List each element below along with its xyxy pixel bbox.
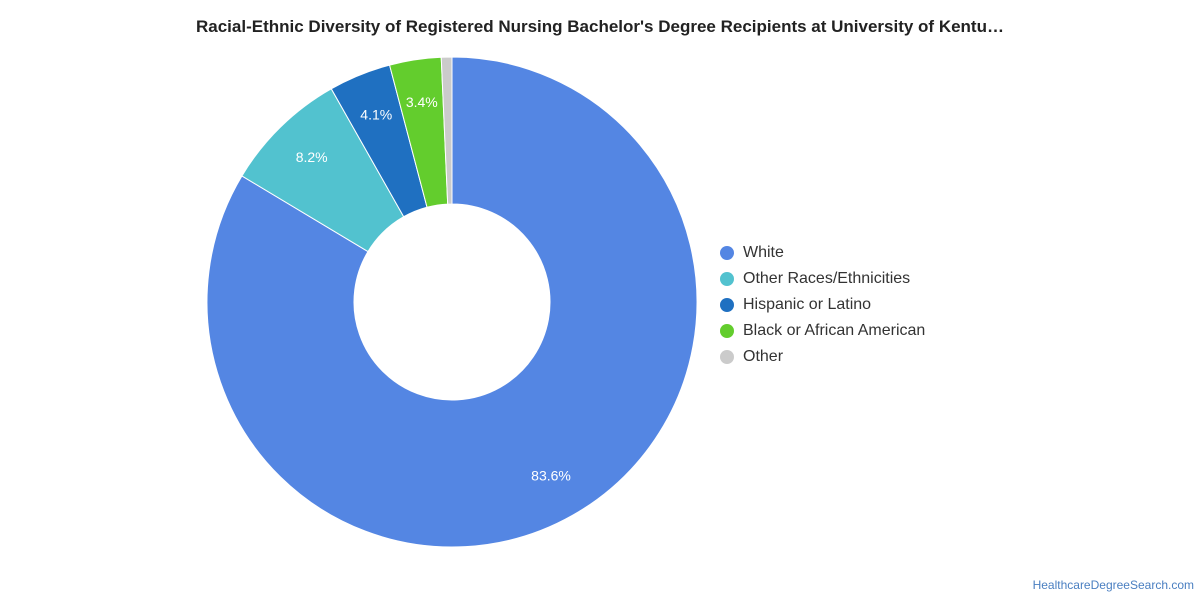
legend-swatch-icon (720, 324, 734, 338)
legend-item[interactable]: Hispanic or Latino (720, 292, 925, 318)
legend-swatch-icon (720, 350, 734, 364)
legend-swatch-icon (720, 298, 734, 312)
legend-label: White (743, 244, 784, 261)
legend-label: Black or African American (743, 322, 926, 339)
donut-slices (206, 56, 698, 548)
chart-legend: White Other Races/Ethnicities Hispanic or … (720, 240, 925, 370)
source-credit[interactable]: HealthcareDegreeSearch.com (1032, 578, 1194, 592)
slice-label: 8.2% (296, 149, 328, 165)
legend-label: Other Races/Ethnicities (743, 270, 911, 287)
slice-label: 4.1% (360, 107, 392, 123)
slice-label: 3.4% (406, 94, 438, 110)
legend-swatch-icon (720, 272, 734, 286)
legend-item[interactable]: Other Races/Ethnicities (720, 266, 925, 292)
slice-labels: 83.6% 8.2% 4.1% 3.4% (296, 94, 571, 484)
chart-title: Racial-Ethnic Diversity of Registered Nu… (196, 17, 1004, 36)
legend-label: Other (743, 348, 784, 365)
legend-item[interactable]: Other (720, 344, 925, 370)
slice-white[interactable] (206, 56, 698, 548)
slice-label: 83.6% (531, 468, 571, 484)
legend-swatch-icon (720, 246, 734, 260)
slice-other[interactable] (440, 56, 453, 205)
legend-item[interactable]: Black or African American (720, 318, 925, 344)
legend-label: Hispanic or Latino (743, 296, 872, 313)
legend-item[interactable]: White (720, 240, 925, 266)
